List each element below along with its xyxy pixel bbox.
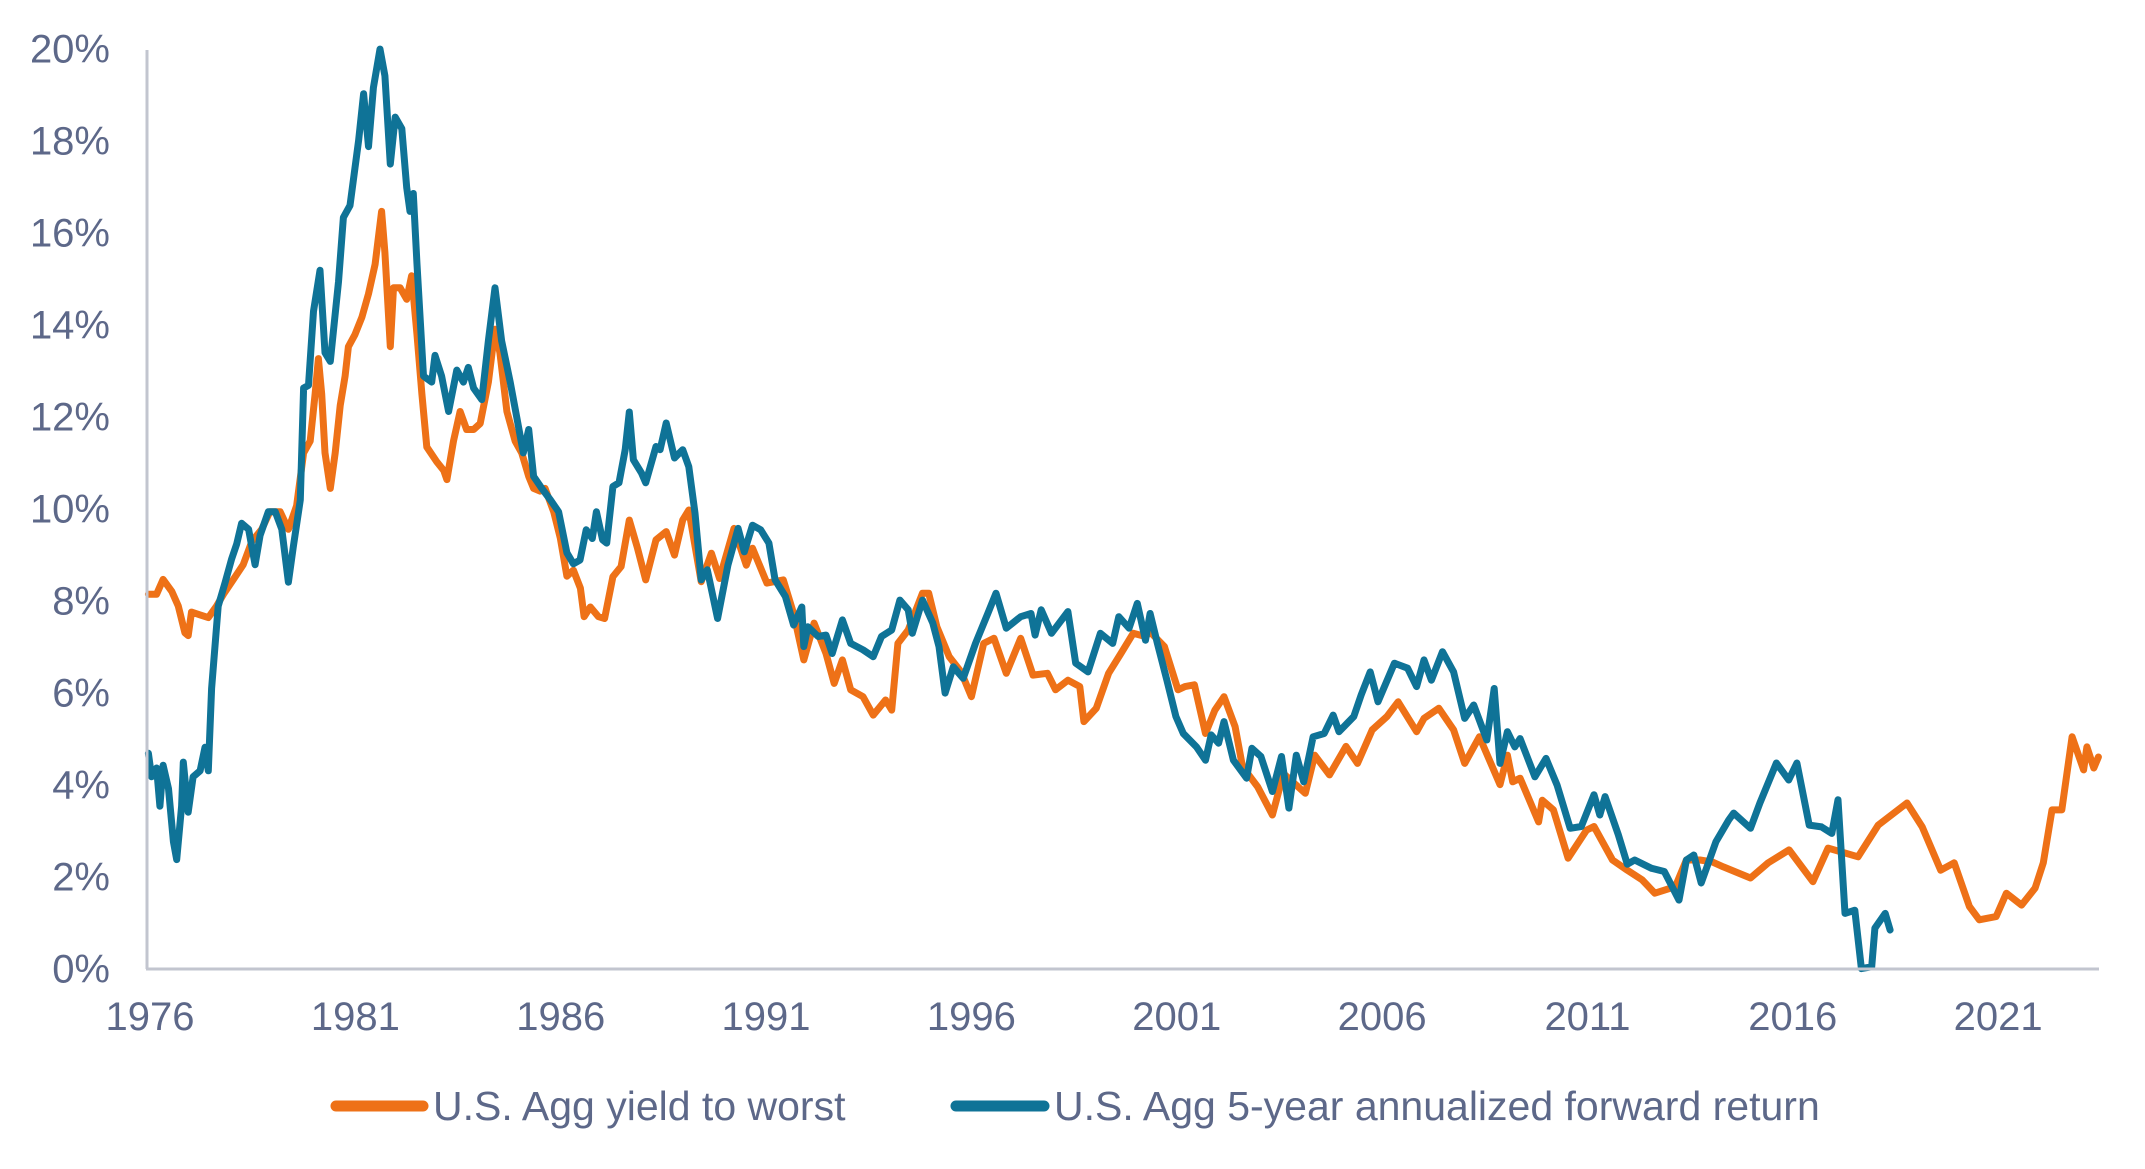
- y-tick-label: 4%: [52, 764, 110, 808]
- y-axis-tick-labels: 0% 2% 4% 6% 8% 10% 12% 14% 16% 18% 20%: [30, 28, 110, 992]
- series-forward-return-line: [144, 45, 1894, 973]
- legend-item-forward-return[interactable]: U.S. Agg 5-year annualized forward retur…: [950, 1083, 1820, 1129]
- x-tick-label: 1976: [106, 995, 195, 1039]
- x-axis-tick-labels: 1976 1981 1986 1991 1996 2001 2006 2011 2016 2021: [106, 995, 2043, 1039]
- y-tick-label: 14%: [30, 304, 110, 348]
- legend: U.S. Agg yield to worst U.S. Agg 5-year …: [330, 1083, 1820, 1129]
- y-tick-label: 18%: [30, 120, 110, 164]
- series-yield-to-worst: [144, 207, 2102, 924]
- x-tick-label: 1981: [311, 995, 400, 1039]
- y-tick-label: 16%: [30, 212, 110, 256]
- x-tick-label: 2011: [1544, 995, 1630, 1039]
- x-tick-label: 1991: [722, 995, 811, 1039]
- y-tick-label: 2%: [52, 856, 110, 900]
- series-forward-return: [144, 45, 1894, 973]
- series-yield-to-worst-line: [144, 207, 2102, 924]
- x-tick-label: 1996: [927, 995, 1016, 1039]
- y-tick-label: 8%: [52, 580, 110, 624]
- y-tick-label: 20%: [30, 28, 110, 72]
- x-tick-label: 2016: [1748, 995, 1837, 1039]
- series-layer: [144, 45, 2102, 973]
- y-tick-label: 6%: [52, 672, 110, 716]
- x-tick-label: 2001: [1132, 995, 1221, 1039]
- x-tick-label: 1986: [516, 995, 605, 1039]
- x-tick-label: 2006: [1338, 995, 1427, 1039]
- y-tick-label: 12%: [30, 396, 110, 440]
- legend-item-yield-to-worst[interactable]: U.S. Agg yield to worst: [330, 1083, 846, 1129]
- legend-label-yield-to-worst: U.S. Agg yield to worst: [433, 1083, 846, 1129]
- x-tick-label: 2021: [1954, 995, 2043, 1039]
- y-tick-label: 10%: [30, 488, 110, 532]
- y-tick-label: 0%: [52, 948, 110, 992]
- legend-label-forward-return: U.S. Agg 5-year annualized forward retur…: [1054, 1083, 1820, 1129]
